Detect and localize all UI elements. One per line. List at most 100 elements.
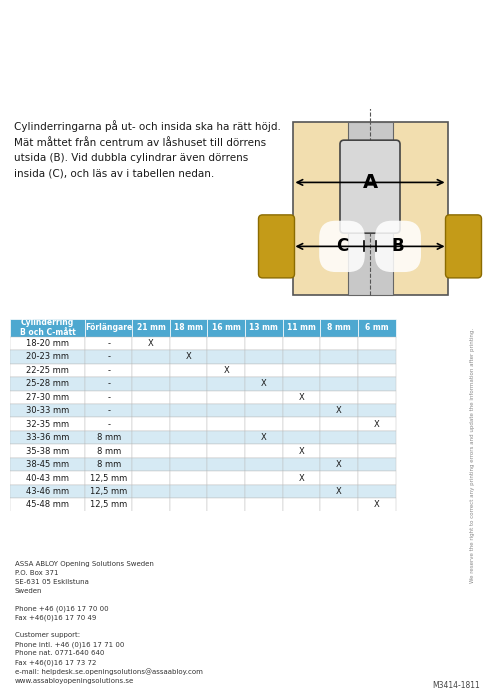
Bar bbox=[293, 122, 447, 295]
Bar bbox=[85, 350, 132, 363]
Text: Cylinderring
B och C-mått: Cylinderring B och C-mått bbox=[20, 318, 75, 337]
Bar bbox=[320, 458, 358, 471]
Text: ASSA ABLOY Opening Solutions Sweden
P.O. Box 371
SE-631 05 Eskilstuna
Sweden

Ph: ASSA ABLOY Opening Solutions Sweden P.O.… bbox=[15, 561, 203, 684]
Bar bbox=[358, 404, 396, 417]
Bar bbox=[245, 404, 283, 417]
Text: 30-33 mm: 30-33 mm bbox=[26, 406, 69, 415]
Bar bbox=[170, 498, 207, 512]
Bar bbox=[132, 471, 170, 484]
Bar bbox=[320, 318, 358, 337]
Bar bbox=[10, 431, 85, 444]
Bar bbox=[358, 458, 396, 471]
Bar bbox=[132, 431, 170, 444]
Bar bbox=[245, 417, 283, 431]
Text: M3414-1811: M3414-1811 bbox=[433, 681, 480, 690]
Bar bbox=[283, 471, 320, 484]
Text: X: X bbox=[148, 339, 154, 348]
Text: -: - bbox=[107, 420, 110, 428]
Bar bbox=[170, 444, 207, 458]
Bar bbox=[283, 431, 320, 444]
Bar bbox=[283, 498, 320, 512]
Bar bbox=[10, 318, 85, 337]
Bar bbox=[170, 337, 207, 350]
Bar bbox=[10, 391, 85, 404]
Text: 8 mm: 8 mm bbox=[327, 323, 351, 332]
Bar bbox=[207, 458, 245, 471]
Bar bbox=[170, 471, 207, 484]
Bar bbox=[245, 391, 283, 404]
Bar bbox=[10, 337, 85, 350]
Bar bbox=[10, 484, 85, 498]
Bar bbox=[358, 431, 396, 444]
Bar bbox=[207, 444, 245, 458]
Bar bbox=[320, 431, 358, 444]
Bar bbox=[358, 484, 396, 498]
Text: 8 mm: 8 mm bbox=[97, 433, 121, 442]
Text: Cylinderringarna på ut- och insida ska ha rätt höjd.
Mät måttet från centrum av : Cylinderringarna på ut- och insida ska h… bbox=[14, 120, 281, 178]
Text: -: - bbox=[107, 393, 110, 402]
Bar bbox=[283, 337, 320, 350]
Bar bbox=[358, 498, 396, 512]
Bar bbox=[245, 377, 283, 391]
Text: 38-45 mm: 38-45 mm bbox=[26, 460, 69, 469]
Text: 8 mm: 8 mm bbox=[97, 460, 121, 469]
Text: cylinderring: cylinderring bbox=[20, 55, 199, 80]
Bar bbox=[10, 363, 85, 377]
Bar bbox=[132, 377, 170, 391]
Text: 33-36 mm: 33-36 mm bbox=[26, 433, 69, 442]
Bar bbox=[85, 337, 132, 350]
Text: 18 mm: 18 mm bbox=[174, 323, 203, 332]
Bar bbox=[320, 363, 358, 377]
Bar bbox=[358, 417, 396, 431]
Bar bbox=[132, 404, 170, 417]
Text: X: X bbox=[336, 460, 342, 469]
Bar bbox=[85, 431, 132, 444]
Bar bbox=[170, 350, 207, 363]
Text: 40-43 mm: 40-43 mm bbox=[26, 473, 69, 482]
Bar bbox=[10, 444, 85, 458]
Bar bbox=[283, 444, 320, 458]
Bar bbox=[85, 444, 132, 458]
Bar bbox=[10, 498, 85, 512]
Bar bbox=[132, 484, 170, 498]
Text: 27-30 mm: 27-30 mm bbox=[26, 393, 69, 402]
Text: 22-25 mm: 22-25 mm bbox=[26, 366, 69, 375]
Bar bbox=[85, 484, 132, 498]
Bar bbox=[358, 471, 396, 484]
Bar bbox=[207, 377, 245, 391]
Text: X: X bbox=[261, 379, 267, 389]
Bar bbox=[245, 350, 283, 363]
Bar bbox=[320, 471, 358, 484]
Bar bbox=[10, 377, 85, 391]
Text: Måt­t-tabell för: Måt­t-tabell för bbox=[20, 13, 248, 39]
Bar bbox=[283, 377, 320, 391]
FancyBboxPatch shape bbox=[258, 215, 295, 278]
Text: ASSA ABLOY: ASSA ABLOY bbox=[383, 24, 480, 38]
Bar bbox=[320, 484, 358, 498]
Text: 12,5 mm: 12,5 mm bbox=[90, 500, 127, 510]
Bar bbox=[132, 458, 170, 471]
Bar bbox=[132, 498, 170, 512]
Bar bbox=[170, 363, 207, 377]
Bar bbox=[358, 391, 396, 404]
Text: 35-38 mm: 35-38 mm bbox=[26, 447, 69, 456]
Bar bbox=[10, 417, 85, 431]
Text: 11 mm: 11 mm bbox=[287, 323, 316, 332]
Bar bbox=[320, 337, 358, 350]
Text: 25-28 mm: 25-28 mm bbox=[26, 379, 69, 389]
Bar bbox=[245, 471, 283, 484]
Bar bbox=[283, 484, 320, 498]
Bar bbox=[358, 318, 396, 337]
Bar bbox=[207, 484, 245, 498]
Text: X: X bbox=[261, 433, 267, 442]
Bar bbox=[347, 122, 393, 295]
Bar bbox=[283, 350, 320, 363]
Text: X: X bbox=[336, 406, 342, 415]
Text: 6 mm: 6 mm bbox=[365, 323, 389, 332]
Bar bbox=[10, 350, 85, 363]
Bar bbox=[170, 391, 207, 404]
Bar bbox=[132, 444, 170, 458]
Bar bbox=[170, 318, 207, 337]
Bar bbox=[85, 458, 132, 471]
Bar bbox=[320, 417, 358, 431]
